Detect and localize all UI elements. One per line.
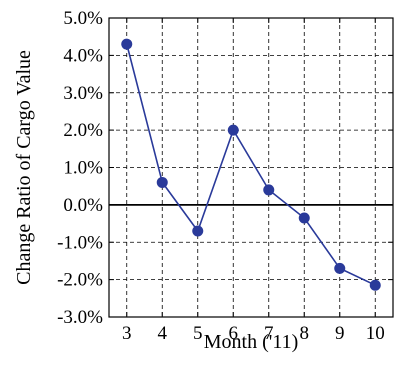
x-tick-label: 10: [366, 323, 385, 344]
x-tick-label: 9: [335, 323, 345, 344]
y-tick-label: 1.0%: [63, 158, 103, 179]
data-point: [334, 262, 346, 274]
x-axis-label: Month ('11): [204, 331, 299, 353]
series-line: [126, 44, 376, 286]
y-tick-label: 3.0%: [63, 83, 103, 104]
x-tick-labels: 3 4 5 6 7 8 9 10: [122, 323, 385, 344]
y-axis-label: Change Ratio of Cargo Value: [13, 50, 35, 285]
x-tick-label: 4: [158, 323, 168, 344]
y-tick-label: -1.0%: [57, 232, 103, 253]
data-point: [227, 124, 239, 136]
data-point: [263, 184, 275, 196]
y-tick-label: 5.0%: [63, 8, 103, 29]
x-tick-label: 3: [122, 323, 132, 344]
data-point: [192, 225, 204, 237]
data-point: [369, 279, 381, 291]
y-tick-label: 4.0%: [63, 45, 103, 66]
x-tick-label: 8: [300, 323, 310, 344]
x-tick-label: 6: [229, 323, 239, 344]
data-point: [156, 176, 168, 188]
data-point: [121, 38, 133, 50]
axis-ticks: [109, 17, 393, 318]
y-tick-label: -2.0%: [57, 270, 103, 291]
y-tick-labels: -3.0% -2.0% -1.0% 0.0% 1.0% 2.0% 3.0% 4.0% 5.0%: [57, 8, 103, 328]
x-tick-label: 5: [193, 323, 203, 344]
y-tick-label: 0.0%: [63, 195, 103, 216]
series: [121, 38, 381, 291]
y-tick-label: 2.0%: [63, 120, 103, 141]
y-tick-label: -3.0%: [57, 307, 103, 328]
x-tick-label: 7: [264, 323, 274, 344]
grid: [109, 17, 393, 318]
data-point: [298, 212, 310, 224]
